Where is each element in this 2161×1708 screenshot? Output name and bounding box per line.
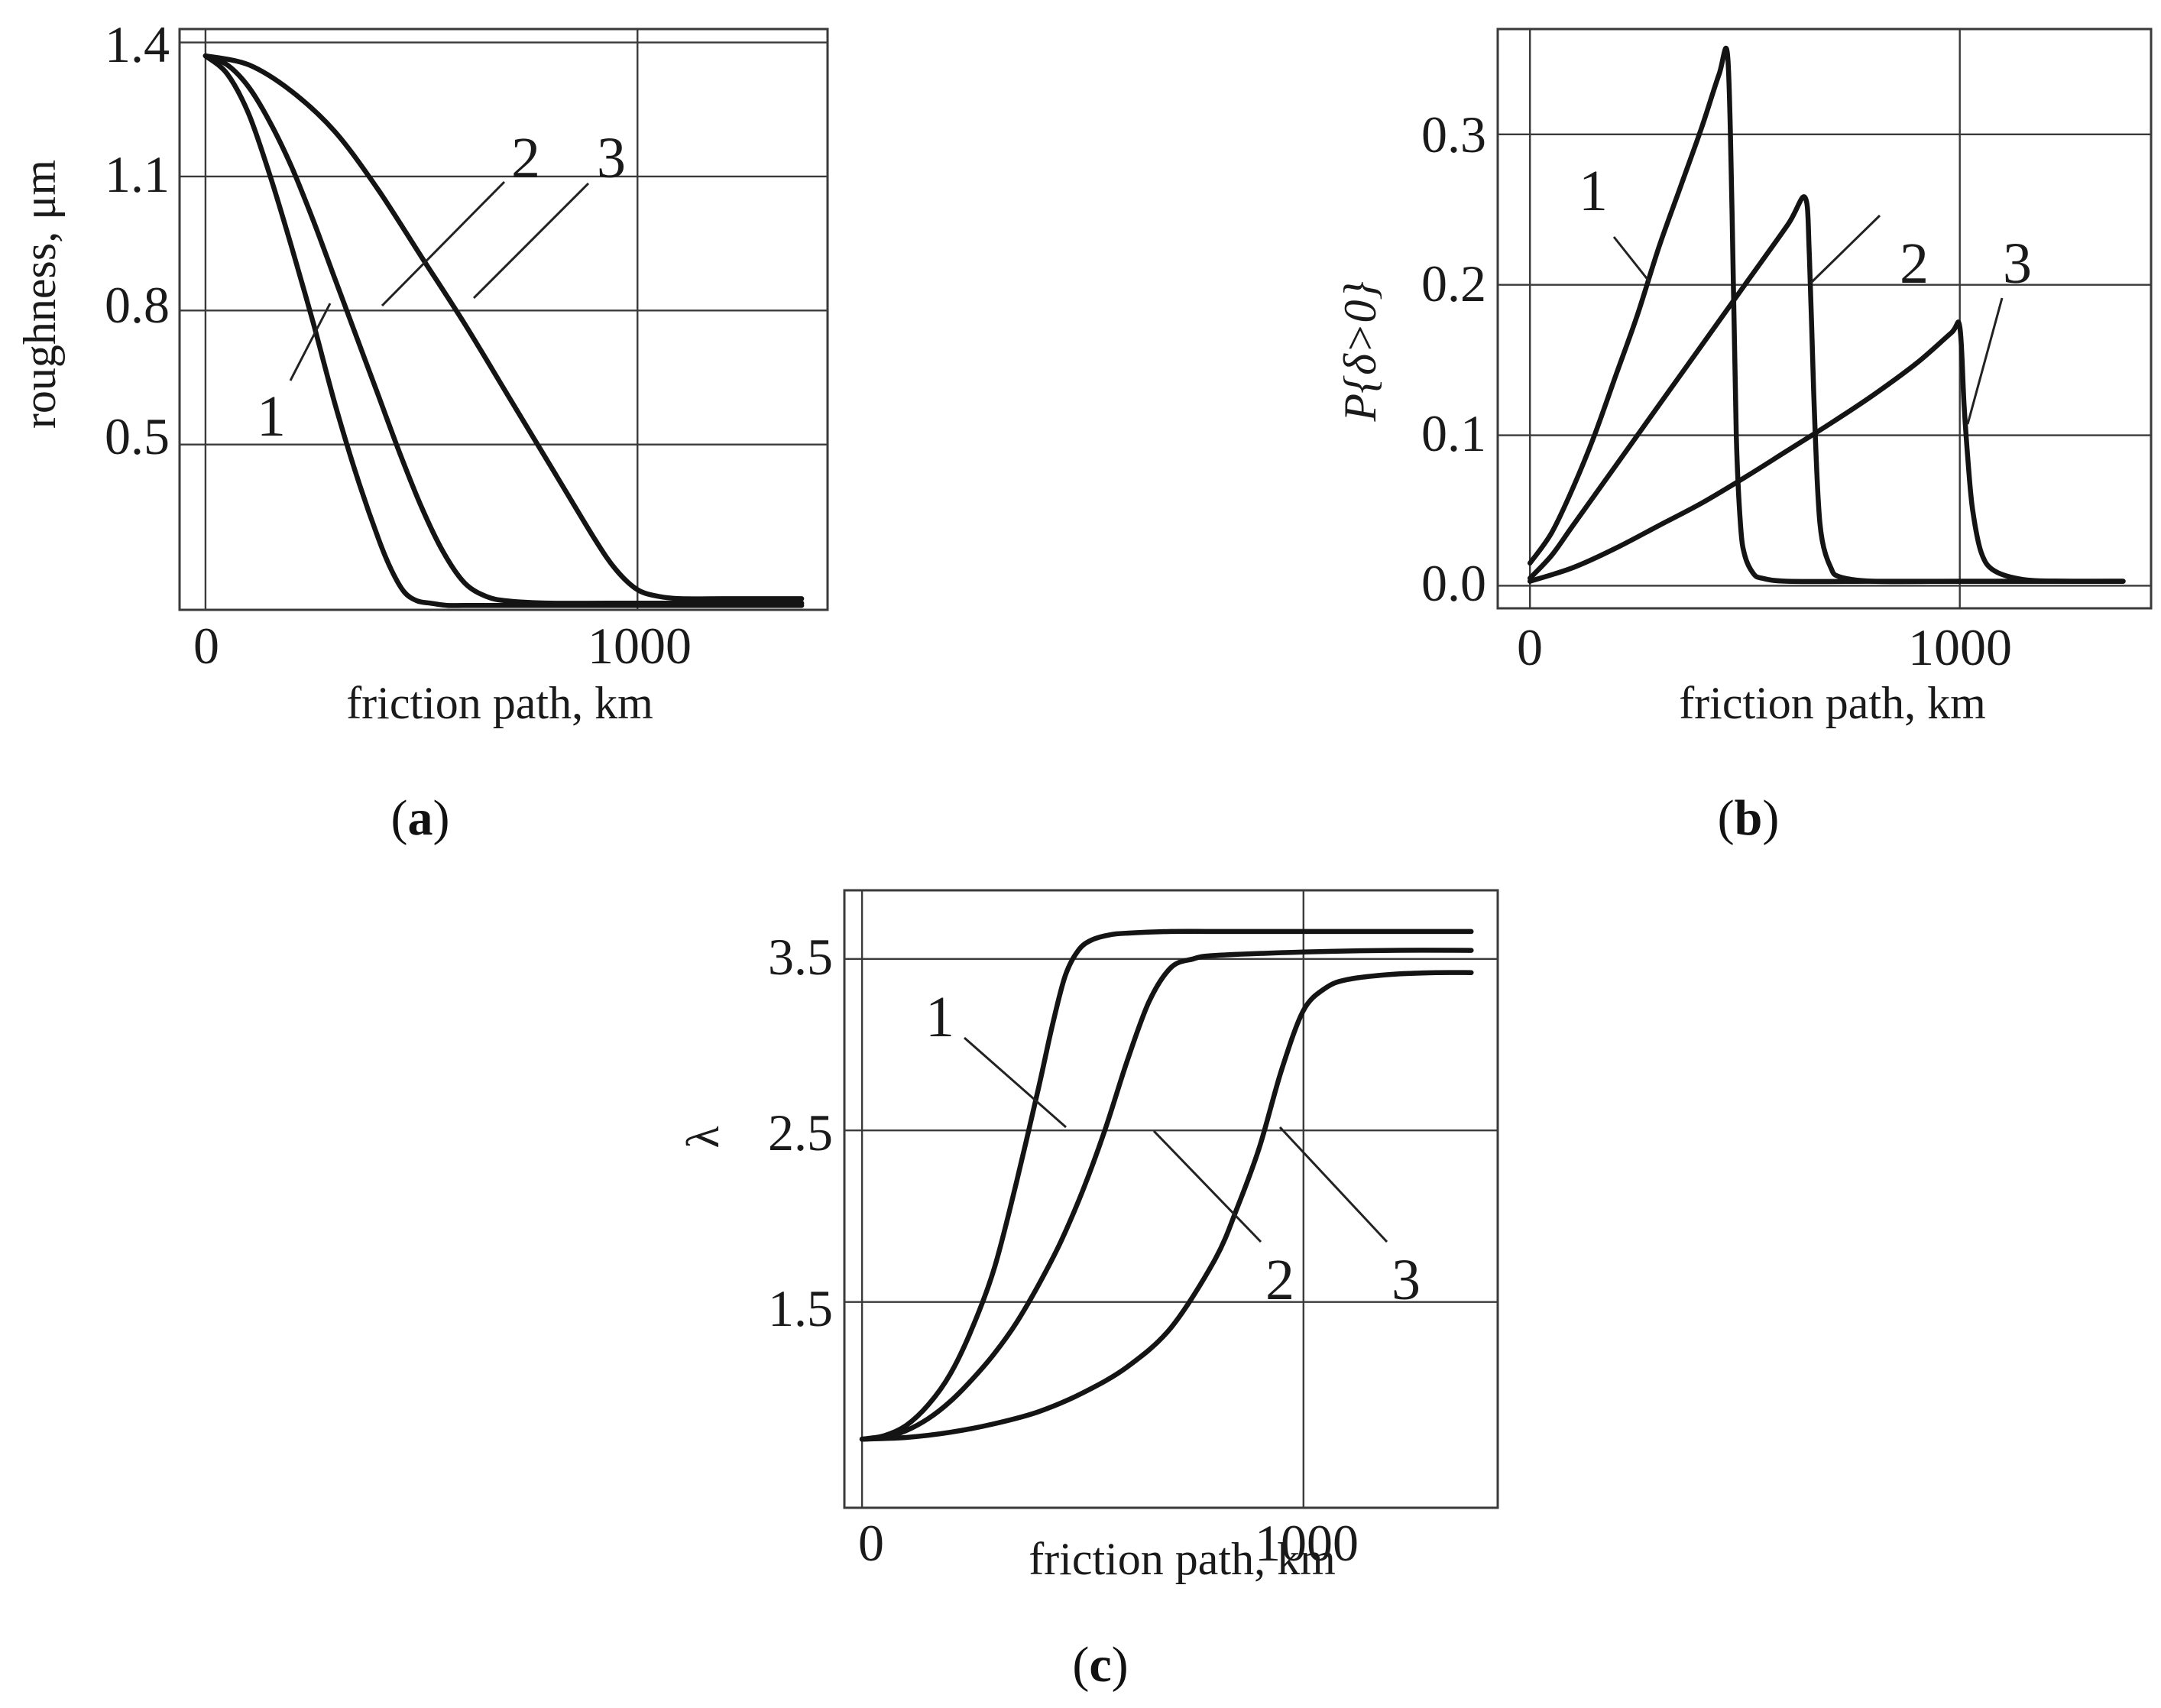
chart-a-leader-2 <box>381 180 506 307</box>
chart-b-leader-2 <box>1809 214 1881 284</box>
chart-c-leaders <box>964 1036 1388 1243</box>
chart-b-series-2-line <box>1527 194 2126 585</box>
chart-a-y-ticks: 1.4 1.1 0.8 0.5 <box>105 15 170 465</box>
chart-b-ytick-0-0: 0.0 <box>1421 554 1486 612</box>
chart-b-curve-label-3: 3 <box>2003 232 2032 296</box>
chart-c-leader-3 <box>1278 1126 1388 1243</box>
chart-b-ytick-0-1: 0.1 <box>1421 404 1486 462</box>
chart-b-panel-letter: b <box>1735 790 1763 846</box>
chart-c-curve-label-2: 2 <box>1265 1248 1294 1312</box>
chart-c-ytick-1-5: 1.5 <box>768 1279 833 1337</box>
chart-c-series <box>859 929 1474 1442</box>
chart-a-plot-frame <box>178 28 829 611</box>
chart-b-xtick-0: 0 <box>1517 618 1543 676</box>
chart-b-y-axis-label: P{δ>0} <box>1335 281 1385 422</box>
chart-b-leader-1 <box>1612 236 1651 282</box>
chart-a-series-1-line <box>202 53 805 608</box>
chart-b-curve-label-1: 1 <box>1579 159 1608 223</box>
chart-c-panel-label: (c) <box>1072 1637 1128 1693</box>
chart-b-series-3-line <box>1527 319 2126 584</box>
chart-b-leaders <box>1612 214 2004 425</box>
chart-b-y-ticks: 0.3 0.2 0.1 0.0 <box>1421 105 1486 612</box>
chart-a-panel-label: (a) <box>391 790 450 846</box>
chart-a-leader-1 <box>289 303 332 381</box>
chart-c-y-axis-label: λ <box>678 1126 728 1148</box>
chart-b-series-1-line <box>1527 45 2126 585</box>
chart-c-leader-1 <box>964 1036 1067 1129</box>
chart-b-ytick-0-2: 0.2 <box>1421 254 1486 313</box>
chart-b-x-axis-label: friction path, km <box>1679 678 1986 728</box>
chart-a-series <box>202 53 805 608</box>
chart-b-panel-label: (b) <box>1718 790 1780 846</box>
chart-b: 1 2 3 0.3 0.2 0.1 0.0 0 1000 friction pa… <box>1335 28 2153 846</box>
chart-b-grid <box>1498 29 2151 608</box>
chart-a-curve-label-3: 3 <box>597 126 626 190</box>
chart-a-series-3-line <box>202 53 805 601</box>
chart-a-leaders <box>289 180 590 381</box>
chart-a-series-2-line <box>202 53 805 606</box>
chart-c: 1 2 3 3.5 2.5 1.5 0 1000 friction path, … <box>678 889 1499 1693</box>
chart-b-leader-3 <box>1966 297 2004 425</box>
chart-b-ytick-0-3: 0.3 <box>1421 105 1486 164</box>
chart-a-ytick-1-4: 1.4 <box>105 15 170 73</box>
chart-c-grid <box>844 890 1498 1508</box>
chart-a-x-axis-label: friction path, km <box>346 678 653 728</box>
chart-a-ytick-1-1: 1.1 <box>105 145 170 203</box>
chart-a-ytick-0-8: 0.8 <box>105 276 170 334</box>
chart-c-series-2-line <box>859 948 1474 1442</box>
chart-b-series <box>1527 45 2126 585</box>
chart-a-xtick-0: 0 <box>193 617 219 675</box>
chart-b-plot-frame <box>1496 28 2153 610</box>
chart-a-x-ticks: 0 1000 <box>193 617 692 675</box>
chart-c-x-ticks: 0 1000 <box>858 1514 1359 1572</box>
chart-a-ytick-0-5: 0.5 <box>105 407 170 465</box>
chart-c-xtick-0: 0 <box>858 1514 884 1572</box>
chart-c-y-ticks: 3.5 2.5 1.5 <box>768 928 833 1337</box>
chart-c-ytick-2-5: 2.5 <box>768 1104 833 1162</box>
chart-a-curve-label-1: 1 <box>257 384 286 449</box>
chart-b-curve-label-2: 2 <box>1900 232 1929 296</box>
chart-c-series-1-line <box>859 929 1474 1442</box>
chart-a-xtick-1000: 1000 <box>588 617 692 675</box>
chart-c-curve-label-1: 1 <box>925 985 954 1049</box>
chart-c-ytick-3-5: 3.5 <box>768 928 833 986</box>
chart-a-panel-letter: a <box>408 790 433 846</box>
chart-a-y-axis-label: roughness, μm <box>15 160 65 429</box>
chart-b-xtick-1000: 1000 <box>1908 618 2012 676</box>
chart-a-leader-3 <box>472 182 590 300</box>
chart-c-curve-label-3: 3 <box>1392 1248 1421 1312</box>
chart-c-series-3-line <box>859 970 1474 1442</box>
chart-c-leader-2 <box>1152 1129 1262 1243</box>
chart-c-panel-letter: c <box>1089 1637 1111 1693</box>
chart-c-plot-frame <box>843 889 1499 1509</box>
chart-b-x-ticks: 0 1000 <box>1517 618 2012 676</box>
chart-a: 1 2 3 1.4 1.1 0.8 0.5 0 1000 friction pa… <box>15 15 829 846</box>
chart-a-grid <box>180 29 828 610</box>
chart-a-curve-label-2: 2 <box>511 126 540 190</box>
chart-c-x-axis-label: friction path, km <box>1029 1534 1336 1584</box>
chart-c-xtick-1000: 1000 <box>1255 1514 1359 1572</box>
